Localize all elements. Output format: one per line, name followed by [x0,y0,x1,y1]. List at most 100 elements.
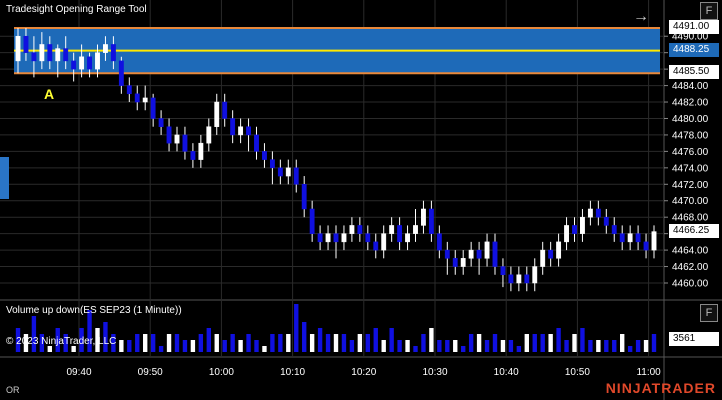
candle-body [333,233,339,243]
volume-bar [95,328,100,352]
or-label: OR [6,385,20,395]
price-tick-label: 4462.00 [672,262,709,273]
volume-bar [453,340,458,352]
candle-body [580,216,585,234]
volume-bar [651,334,657,352]
candle-body [548,249,554,259]
volume-bar [135,334,140,352]
time-tick-label: 10:20 [351,367,376,378]
volume-bar [182,340,188,352]
f-button-top[interactable]: F [700,2,718,20]
volume-bar [23,334,29,352]
candle-body [198,142,204,160]
candle-body [500,266,506,276]
price-tick-label: 4472.00 [672,180,709,191]
candle-body [516,274,522,284]
candle-body [206,126,212,144]
candle-body [373,241,379,251]
candle-body [484,241,490,259]
f-button-volume[interactable]: F [700,304,718,322]
candle-body [540,249,546,267]
volume-bar [278,334,283,352]
price-tick-label: 4484.00 [672,81,709,92]
price-tag-high: 4491.00 [669,20,719,34]
arrow-right-icon[interactable]: → [633,8,649,25]
volume-bar [389,328,394,352]
price-tick-label: 4468.00 [672,213,709,224]
candle-body [174,134,180,144]
candle-body [230,118,236,136]
volume-bar [206,328,211,352]
volume-bar [87,310,92,352]
volume-bar [79,328,84,352]
volume-bar [341,334,347,352]
time-tick-label: 11:00 [636,367,661,378]
candle-body [389,225,395,234]
candle-body [95,52,100,70]
candle-body [468,249,474,259]
volume-bar [373,328,378,352]
candle-body [611,225,617,234]
volume-bar [158,346,164,352]
volume-bar [349,340,355,352]
volume-bar [39,334,45,352]
candle-body [31,52,37,62]
volume-bar [627,346,633,352]
candle-body [277,167,283,177]
candle-body [436,233,442,251]
volume-bar [620,334,625,352]
candle-body [413,225,418,234]
volume-bar [302,322,307,352]
volume-bar [317,328,323,352]
candle-body [118,60,124,86]
volume-bar [262,346,267,352]
candle-body [357,225,363,234]
volume-bar [365,334,370,352]
candle-body [444,249,450,259]
volume-bar [484,340,490,352]
volume-bar [556,328,561,352]
volume-bar [333,334,339,352]
candle-body [262,151,267,160]
volume-bar [476,334,482,352]
volume-bar [635,340,641,352]
volume-bar [270,334,275,352]
volume-bar [190,340,196,352]
volume-bar [127,340,132,352]
volume-bar [119,340,124,352]
indicator-title: Tradesight Opening Range Tool [6,4,147,15]
volume-bar [198,334,204,352]
candle-body [166,126,172,144]
candle-body [222,101,228,119]
price-tick-label: 4482.00 [672,98,709,109]
brand-logo: NINJATRADER [605,380,716,396]
candle-body [182,134,188,152]
volume-bar [55,328,60,352]
candle-body [556,241,562,259]
sidebar-tab[interactable] [0,157,9,199]
price-tag-mid: 4488.25 [669,43,719,57]
volume-bar [580,328,585,352]
volume-bar [230,334,235,352]
candle-body [532,266,538,284]
candle-body [23,35,29,53]
candle-body [635,233,641,243]
volume-bar [381,340,386,352]
candle-body [325,233,331,243]
candle-body [349,225,355,234]
volume-bar [238,340,243,352]
candle-body [134,93,140,103]
volume-title: Volume up down(ES SEP23 (1 Minute)) [6,305,182,316]
volume-tag-last: 3561 [669,332,719,346]
volume-bar [286,334,291,352]
volume-bar [294,304,299,352]
candle-body [460,258,466,267]
candle-body [627,233,633,243]
candle-body [317,233,323,243]
volume-bar [540,334,545,352]
candle-body [238,126,244,136]
volume-bar [143,334,148,352]
range-marker: A [44,86,55,102]
price-tick-label: 4470.00 [672,196,709,207]
candle-body [405,233,410,243]
